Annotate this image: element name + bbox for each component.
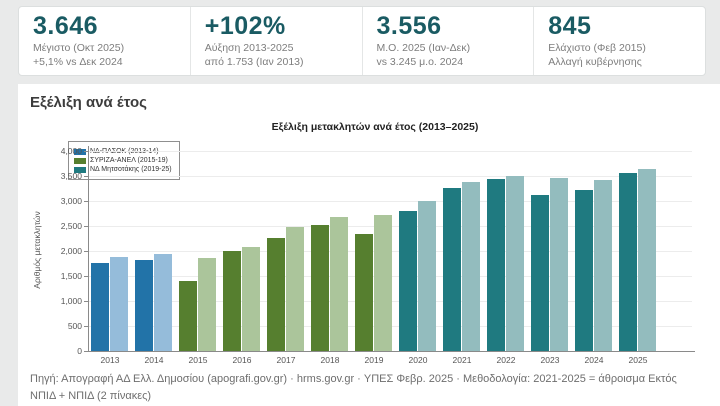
y-tick-mark [84,151,88,152]
bar-2018-dark [311,224,329,351]
bar-2017-dark [267,237,285,351]
x-tick-label: 2025 [628,355,648,365]
stat-card-increase: +102% Αύξηση 2013-2025 από 1.753 (Ιαν 20… [191,7,363,75]
x-tick-label: 2021 [452,355,472,365]
stat-label: Μέγιστο (Οκτ 2025) [33,41,125,54]
stat-value: +102% [204,12,286,40]
bar-2015-light [197,257,216,351]
stats-cards-row: 3.646 Μέγιστο (Οκτ 2025) +5,1% vs Δεκ 20… [18,6,706,76]
x-axis-line [88,351,695,352]
bar-2013-light [109,257,128,351]
gridline [88,151,692,152]
y-tick-mark [84,301,88,302]
x-tick-label: 2015 [188,355,208,365]
chart-title: Εξέλιξη μετακλητών ανά έτος (2013–2025) [271,121,479,133]
y-tick-mark [84,201,88,202]
legend-swatch [74,157,86,164]
stat-card-maximum: 3.646 Μέγιστο (Οκτ 2025) +5,1% vs Δεκ 20… [19,7,191,75]
y-tick-mark [84,326,88,327]
stat-sublabel: από 1.753 (Ιαν 2013) [204,55,304,68]
bar-2016-dark [223,250,241,351]
stat-label: Αύξηση 2013-2025 [204,41,294,54]
y-tick-mark [84,226,88,227]
stat-sublabel: vs 3.245 μ.ο. 2024 [376,55,464,68]
bar-2014-light [153,254,172,351]
bar-2015-dark [179,281,197,351]
y-tick-mark [84,351,88,352]
x-tick-label: 2016 [232,355,252,365]
x-tick-label: 2023 [540,355,560,365]
bar-2019-dark [355,233,373,351]
bar-2025-dark [619,173,637,351]
x-tick-label: 2018 [320,355,340,365]
bar-2017-light [285,227,304,351]
source-footer: Πηγή: Απογραφή ΑΔ Ελλ. Δημοσίου (apograf… [30,373,677,403]
legend-label: ΝΔ Μητσοτάκης (2019-25) [90,166,172,173]
legend-item: ΣΥΡΙΖΑ-ΑΝΕΛ (2015-19) [74,157,172,164]
bar-2016-light [241,246,260,351]
y-tick-label: 1,000 [60,296,82,306]
bar-2024-light [593,179,612,351]
gridline [88,201,692,202]
stat-card-minimum: 845 Ελάχιστο (Φεβ 2015) Αλλαγή κυβέρνηση… [534,7,705,75]
bar-2023-dark [531,195,549,351]
bar-2025-light [637,168,656,351]
y-axis-line [88,146,89,351]
bar-2021-dark [443,188,461,351]
legend-label: ΣΥΡΙΖΑ-ΑΝΕΛ (2015-19) [90,157,168,164]
bar-2014-dark [135,260,153,351]
legend-swatch [74,166,86,173]
stat-sublabel: +5,1% vs Δεκ 2024 [33,55,123,68]
y-tick-label: 1,500 [60,271,82,281]
bar-2022-light [505,176,524,351]
x-tick-label: 2013 [100,355,120,365]
y-tick-label: 2,000 [60,246,82,256]
bar-2020-dark [399,210,417,351]
bar-2022-dark [487,179,505,351]
y-tick-label: 0 [77,346,82,356]
x-tick-label: 2024 [584,355,604,365]
bar-2020-light [417,201,436,351]
y-tick-label: 3,000 [60,196,82,206]
stat-value: 845 [548,12,592,40]
gridline [88,176,692,177]
bar-2024-dark [575,189,593,351]
bar-2013-dark [91,263,109,351]
y-tick-label: 2,500 [60,221,82,231]
y-tick-label: 500 [67,321,82,331]
x-tick-label: 2017 [276,355,296,365]
bar-2021-light [461,182,480,351]
legend-item: ΝΔ Μητσοτάκης (2019-25) [74,166,172,173]
y-tick-mark [84,176,88,177]
section-title: Εξέλιξη ανά έτος [30,94,147,111]
stat-label: Ελάχιστο (Φεβ 2015) [548,41,646,54]
stat-value: 3.646 [33,12,99,40]
bar-2023-light [549,177,568,351]
stat-card-average: 3.556 Μ.Ο. 2025 (Ιαν-Δεκ) vs 3.245 μ.ο. … [363,7,535,75]
y-tick-mark [84,251,88,252]
bar-2019-light [373,215,392,351]
stat-label: Μ.Ο. 2025 (Ιαν-Δεκ) [376,41,471,54]
x-tick-label: 2019 [364,355,384,365]
stat-sublabel: Αλλαγή κυβέρνησης [548,55,642,68]
chart-legend: ΝΔ-ΠΑΣΟΚ (2013-14)ΣΥΡΙΖΑ-ΑΝΕΛ (2015-19)Ν… [68,141,180,180]
x-tick-label: 2014 [144,355,164,365]
legend-swatch [74,148,86,155]
y-tick-label: 4,000 [60,146,82,156]
y-tick-label: 3,500 [60,171,82,181]
y-tick-mark [84,276,88,277]
bar-2018-light [329,217,348,351]
x-tick-label: 2022 [496,355,516,365]
stat-value: 3.556 [376,12,442,40]
x-tick-label: 2020 [408,355,428,365]
